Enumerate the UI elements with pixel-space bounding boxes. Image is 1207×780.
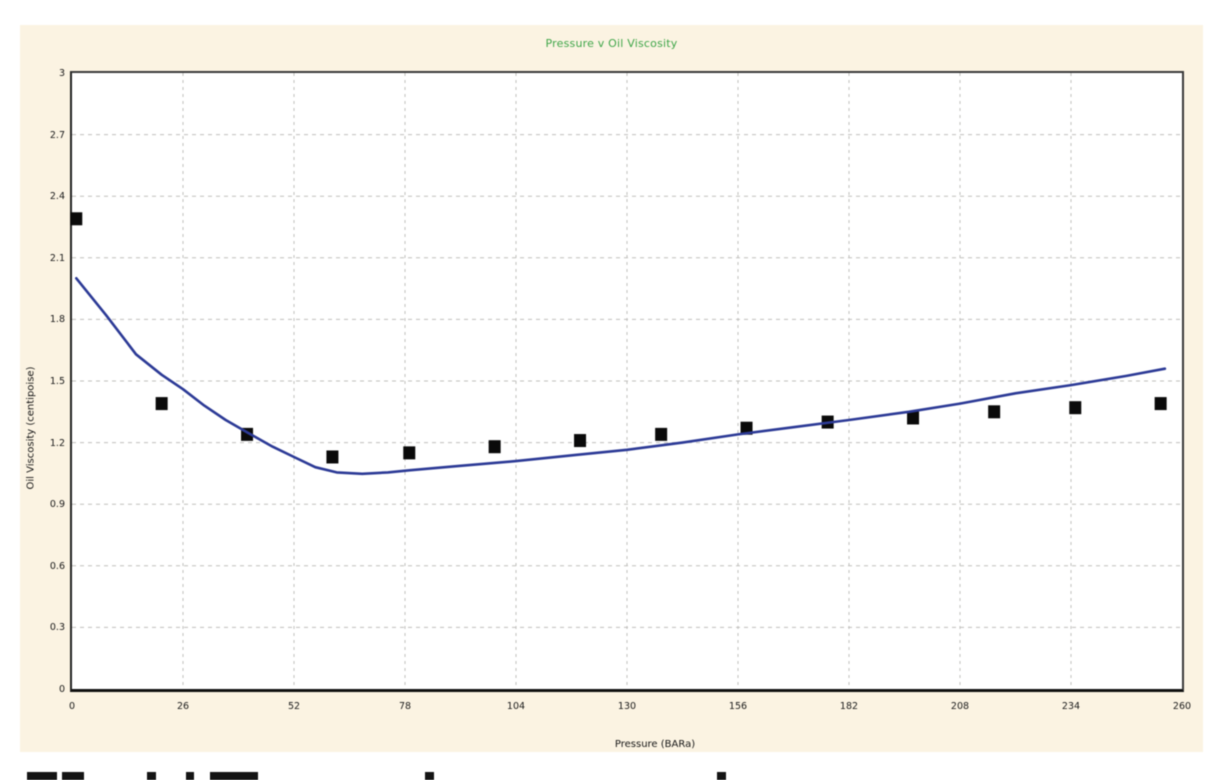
data-point-marker (988, 405, 1001, 419)
x-tick-label: 104 (506, 701, 526, 712)
caption-fragment (186, 772, 194, 780)
x-tick-label: 182 (839, 701, 859, 712)
y-tick-label: 0.9 (49, 499, 65, 511)
y-tick-label: 0.3 (49, 622, 65, 634)
data-point-marker (574, 434, 587, 448)
y-tick-label: 0 (58, 684, 65, 695)
chart-panel: Pressure v Oil Viscosity Pressure (BARa)… (20, 25, 1203, 752)
x-tick-label: 130 (617, 701, 637, 712)
data-point-marker (403, 446, 416, 460)
plot-area (70, 71, 1184, 692)
caption-fragment (147, 772, 156, 780)
x-tick-label: 78 (398, 701, 412, 712)
plot-svg (70, 73, 1182, 689)
caption-fragment (62, 772, 84, 780)
x-tick-label: 26 (176, 701, 190, 712)
y-tick-label: 3 (58, 68, 65, 79)
x-tick-label: 0 (68, 701, 76, 712)
chart-title: Pressure v Oil Viscosity (545, 37, 678, 50)
x-tick-label: 260 (1172, 701, 1192, 712)
y-tick-label: 1.8 (49, 314, 65, 326)
y-tick-label: 2.1 (49, 252, 65, 264)
x-tick-label: 234 (1061, 701, 1081, 712)
y-tick-label: 0.6 (49, 560, 65, 572)
caption-fragment (210, 772, 258, 780)
data-point-marker (488, 440, 501, 454)
data-point-marker (655, 427, 668, 441)
data-point-marker (740, 421, 753, 435)
x-axis-title: Pressure (BARa) (614, 739, 696, 750)
y-tick-label: 1.5 (49, 376, 65, 387)
y-tick-label: 2.7 (49, 129, 65, 141)
caption-fragment (27, 772, 57, 780)
x-tick-label: 156 (728, 701, 748, 712)
data-point-marker (1069, 401, 1082, 415)
caption-fragment (717, 772, 726, 780)
data-point-marker (907, 411, 920, 425)
data-point-marker (1154, 397, 1167, 411)
x-tick-label: 208 (950, 701, 970, 712)
data-point-marker (326, 450, 339, 464)
data-point-marker (155, 397, 168, 411)
caption-fragment (425, 772, 434, 780)
y-tick-label: 2.4 (49, 191, 65, 203)
data-point-marker (70, 212, 83, 226)
x-tick-label: 52 (287, 701, 301, 712)
y-tick-label: 1.2 (49, 437, 65, 449)
correlation-curve (75, 277, 1167, 476)
